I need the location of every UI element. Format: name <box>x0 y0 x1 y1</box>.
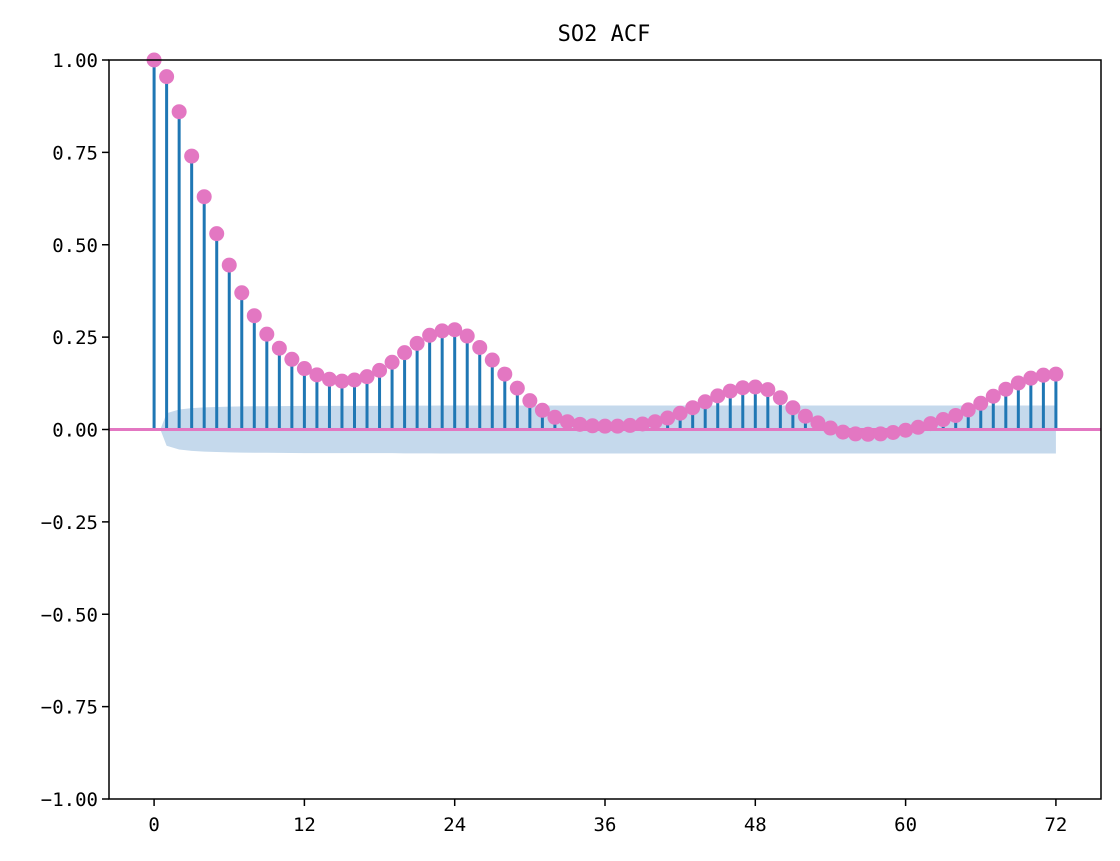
acf-point <box>597 418 613 434</box>
acf-point <box>447 322 463 338</box>
y-tick-label: −1.00 <box>41 789 98 811</box>
acf-point <box>246 308 262 324</box>
acf-point <box>660 410 676 426</box>
acf-point <box>948 407 964 423</box>
acf-point <box>735 380 751 396</box>
acf-point <box>196 189 212 205</box>
acf-point <box>747 379 763 395</box>
y-tick-label: 0.25 <box>52 327 98 349</box>
acf-point <box>672 405 688 421</box>
acf-point <box>885 424 901 440</box>
acf-point <box>785 400 801 416</box>
acf-point <box>309 367 325 383</box>
acf-point <box>610 418 626 434</box>
x-axis-ticks: 0 12 24 36 48 60 72 <box>148 799 1067 836</box>
acf-point <box>960 402 976 418</box>
acf-point <box>209 226 225 242</box>
marker-layer <box>146 52 1064 442</box>
acf-point <box>685 400 701 416</box>
acf-point <box>860 426 876 442</box>
acf-point <box>1048 366 1064 382</box>
acf-point <box>459 328 475 344</box>
x-tick-label: 24 <box>443 814 466 836</box>
acf-point <box>171 104 187 120</box>
acf-point <box>822 420 838 436</box>
acf-point <box>422 327 438 343</box>
y-tick-label: −0.25 <box>41 512 98 534</box>
x-tick-label: 0 <box>148 814 159 836</box>
acf-point <box>359 369 375 385</box>
stem-layer <box>152 60 1058 435</box>
acf-point <box>760 382 776 398</box>
x-tick-label: 12 <box>293 814 316 836</box>
acf-point <box>797 408 813 424</box>
acf-point <box>710 388 726 404</box>
acf-point <box>472 339 488 355</box>
acf-point <box>547 409 563 425</box>
acf-point <box>584 418 600 434</box>
acf-point <box>873 426 889 442</box>
acf-point <box>271 340 287 356</box>
y-tick-label: −0.50 <box>41 604 98 626</box>
acf-point <box>384 354 400 370</box>
acf-point <box>559 414 575 430</box>
x-tick-label: 60 <box>894 814 917 836</box>
acf-point <box>622 417 638 433</box>
acf-point <box>697 394 713 410</box>
acf-point <box>772 390 788 406</box>
acf-point <box>534 402 550 418</box>
acf-point <box>647 414 663 430</box>
acf-point <box>509 380 525 396</box>
acf-point <box>522 393 538 409</box>
acf-point <box>1010 375 1026 391</box>
acf-point <box>409 335 425 351</box>
acf-point <box>484 352 500 368</box>
y-tick-label: −0.75 <box>41 697 98 719</box>
acf-point <box>397 345 413 361</box>
acf-point <box>810 415 826 431</box>
acf-point <box>998 381 1014 397</box>
acf-point <box>722 383 738 399</box>
chart-title: SO2 ACF <box>558 22 651 47</box>
acf-point <box>284 351 300 367</box>
acf-point <box>910 419 926 435</box>
acf-point <box>1035 367 1051 383</box>
acf-point <box>159 69 175 85</box>
x-tick-label: 48 <box>744 814 767 836</box>
acf-point <box>434 323 450 339</box>
acf-point <box>372 362 388 378</box>
acf-point <box>234 285 250 301</box>
acf-point <box>346 372 362 388</box>
acf-point <box>259 326 275 342</box>
y-axis-ticks: 1.00 0.75 0.50 0.25 0.00 −0.25 −0.50 −0.75 −1.00 <box>41 50 109 811</box>
acf-point <box>497 366 513 382</box>
acf-point <box>985 388 1001 404</box>
x-tick-label: 72 <box>1044 814 1067 836</box>
y-tick-label: 0.50 <box>52 235 98 257</box>
acf-point <box>1023 370 1039 386</box>
acf-point <box>923 416 939 432</box>
acf-point <box>935 412 951 428</box>
y-tick-label: 1.00 <box>52 50 98 72</box>
acf-point <box>334 373 350 389</box>
acf-point <box>221 257 237 273</box>
acf-point <box>898 422 914 438</box>
acf-point <box>296 361 312 377</box>
acf-point <box>572 416 588 432</box>
y-tick-label: 0.00 <box>52 420 98 442</box>
x-tick-label: 36 <box>594 814 617 836</box>
acf-point <box>321 371 337 387</box>
acf-point <box>635 416 651 432</box>
acf-point <box>835 424 851 440</box>
y-tick-label: 0.75 <box>52 142 98 164</box>
acf-point <box>184 148 200 164</box>
acf-point <box>973 395 989 411</box>
acf-point <box>848 426 864 442</box>
